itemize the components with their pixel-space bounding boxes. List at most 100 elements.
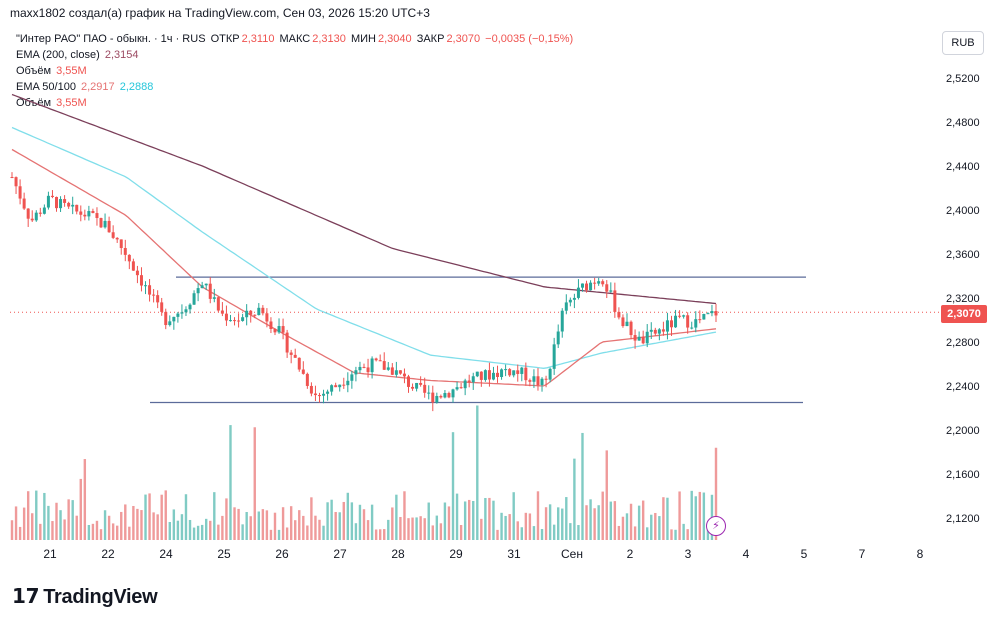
volume-bar (601, 491, 604, 540)
candle-body (63, 199, 67, 203)
symbol-name[interactable]: "Интер РАО" ПАО - обыкн. · 1ч · RUS (16, 33, 206, 45)
volume-bar (524, 512, 528, 540)
legend-ema200-row[interactable]: EMA (200, close) 2,3154 (16, 47, 575, 63)
candle-body (180, 312, 184, 314)
candle-body (273, 329, 277, 333)
candle-body (91, 211, 95, 214)
volume-bar (427, 502, 430, 540)
candle-body (694, 319, 698, 328)
candle-body (253, 314, 257, 316)
volume-bar (241, 524, 244, 540)
ema50-value: 2,2917 (81, 81, 115, 93)
volume-bar (532, 526, 536, 540)
volume-bar (285, 527, 289, 540)
candle-body (79, 211, 83, 215)
candle-body (653, 329, 657, 334)
volume-bar (544, 507, 548, 540)
volume-bar (391, 507, 394, 540)
candle-body (249, 310, 253, 315)
lightning-icon[interactable]: ⚡ (706, 516, 726, 536)
ema100-value: 2,2888 (119, 81, 154, 93)
candle-body (390, 367, 394, 375)
volume-bar (690, 490, 693, 540)
candle-body (95, 213, 99, 219)
open-value: 2,3110 (241, 33, 275, 45)
horizontal-levels (150, 276, 806, 404)
volume-bar (480, 518, 483, 540)
x-tick-label: 26 (275, 547, 289, 561)
candle-body (346, 380, 350, 386)
volume-bar (678, 491, 681, 540)
candle-body (657, 329, 661, 334)
candle-body (75, 204, 79, 212)
volume-bar (492, 500, 495, 540)
volume-bar (500, 512, 503, 540)
y-tick-label: 2,2800 (946, 337, 980, 349)
ema100-line (11, 126, 717, 369)
volume-bar (294, 520, 297, 540)
candle-body (265, 313, 269, 322)
candle-body (285, 332, 289, 353)
volume-bar (561, 508, 564, 540)
volume-bar (35, 490, 38, 540)
volume-bar (277, 529, 281, 540)
candle-body (589, 282, 593, 291)
volume-bar (213, 492, 216, 540)
candle-body (281, 326, 285, 333)
candle-body (204, 283, 208, 286)
volume-bar (148, 493, 151, 540)
volume-bar (103, 510, 107, 540)
volume-bar (43, 492, 46, 540)
y-tick-label: 2,5200 (946, 73, 980, 85)
volume-bar (670, 529, 673, 540)
volume-bar (589, 499, 592, 540)
volume-bar (378, 529, 382, 540)
candle-body (293, 354, 297, 358)
volume-bar (59, 510, 62, 540)
legend-ema50-100-row[interactable]: EMA 50/100 2,2917 2,2888 (16, 79, 575, 95)
volume-bar (439, 523, 443, 540)
candle-body (508, 369, 512, 376)
candle-body (322, 393, 326, 396)
volume-bar (654, 512, 657, 540)
volume-bar (565, 497, 568, 540)
volume-bar (516, 521, 519, 540)
candle-body (59, 199, 63, 209)
candle-body (682, 315, 686, 317)
candle-body (10, 177, 14, 178)
candle-body (601, 281, 605, 285)
candle-body (504, 369, 508, 371)
volume-bar (47, 505, 50, 540)
candle-body (139, 275, 143, 286)
volume-bar (597, 505, 600, 540)
candle-body (30, 218, 34, 221)
volume-bar (423, 518, 426, 540)
volume-bar (528, 513, 532, 540)
volume-bar (686, 529, 689, 540)
volume-bar (265, 510, 269, 540)
candle-body (686, 315, 690, 328)
volume-bar (225, 498, 228, 540)
volume-bar (650, 514, 653, 540)
candle-body (301, 369, 305, 374)
volume-bar (605, 450, 608, 540)
candle-body (245, 310, 249, 318)
legend-volume-row[interactable]: Объём 3,55M (16, 63, 575, 79)
volume-bar (209, 520, 212, 540)
candle-body (564, 302, 568, 311)
high-value: 2,3130 (312, 33, 346, 45)
price-chart[interactable]: 2,5200 2,4800 2,4400 2,4000 2,3600 2,3200 2,28… (0, 0, 1000, 570)
x-tick-label: 2 (627, 547, 634, 561)
candle-body (593, 282, 597, 284)
candle-body (119, 239, 123, 249)
candle-body (398, 370, 402, 374)
volume-bar (496, 529, 499, 540)
currency-button[interactable]: RUB (942, 31, 984, 55)
volume-bar (694, 496, 697, 540)
volume-bar (253, 427, 256, 540)
candle-body (532, 376, 536, 382)
volume-bar (124, 504, 127, 540)
candle-body (528, 380, 532, 382)
candle-body (14, 177, 18, 187)
volume-bar (646, 527, 649, 540)
